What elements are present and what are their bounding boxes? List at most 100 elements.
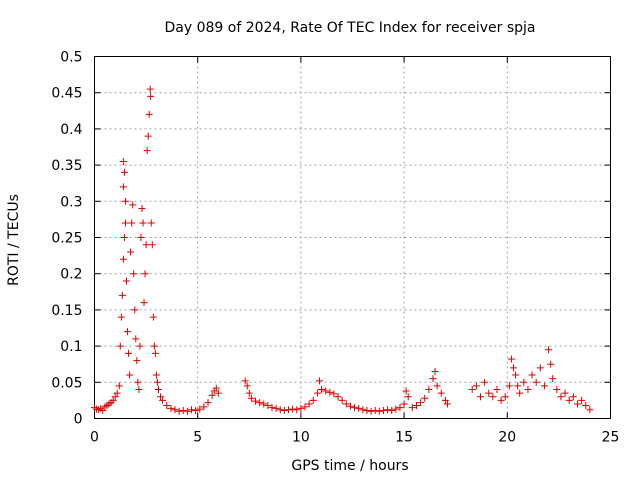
data-point	[509, 364, 517, 372]
data-point	[148, 241, 156, 249]
data-point	[147, 219, 155, 227]
data-point	[137, 234, 145, 241]
data-point	[309, 396, 317, 404]
data-point	[120, 168, 128, 176]
data-point	[245, 389, 253, 397]
data-point	[305, 400, 313, 408]
data-point	[149, 313, 157, 321]
data-point	[412, 401, 420, 409]
data-point	[338, 396, 346, 404]
y-tick-label: 0.15	[51, 303, 82, 319]
data-point	[141, 270, 149, 278]
data-point	[485, 389, 493, 397]
data-point	[171, 406, 179, 414]
data-point	[501, 393, 509, 401]
data-point	[472, 382, 480, 390]
data-point	[569, 393, 577, 401]
data-point	[322, 387, 330, 395]
data-point	[119, 255, 127, 263]
data-point	[188, 406, 196, 414]
data-point	[351, 404, 359, 412]
data-point	[313, 389, 321, 397]
data-point	[359, 406, 367, 414]
data-point	[371, 407, 379, 415]
data-point	[143, 147, 151, 155]
data-point	[443, 400, 451, 408]
y-tick-label: 0.2	[60, 267, 82, 283]
data-point	[578, 396, 586, 404]
data-point	[109, 396, 117, 404]
data-point	[355, 404, 363, 412]
y-tick-label: 0.25	[51, 231, 82, 247]
data-points	[91, 85, 594, 415]
data-point	[346, 402, 354, 410]
data-point	[129, 201, 137, 209]
data-point	[150, 342, 158, 350]
data-point	[119, 157, 127, 165]
data-point	[251, 397, 259, 405]
x-tick-label: 20	[498, 430, 516, 446]
data-point	[280, 407, 288, 415]
x-axis-label: GPS time / hours	[291, 458, 408, 474]
y-tick-label: 0.5	[60, 50, 82, 66]
data-point	[586, 406, 594, 414]
data-point	[117, 313, 125, 321]
data-point	[493, 386, 501, 394]
data-point	[99, 407, 107, 415]
data-point	[392, 405, 400, 413]
data-point	[293, 406, 301, 414]
data-point	[208, 391, 216, 399]
data-point	[214, 389, 222, 397]
data-point	[142, 241, 150, 249]
data-point	[241, 377, 249, 385]
data-point	[147, 92, 155, 100]
data-point	[128, 219, 136, 227]
y-tick-label: 0.35	[51, 158, 82, 174]
data-point	[375, 407, 383, 415]
x-axis: 0 5 10 15 20 25	[90, 56, 619, 446]
grid-lines	[94, 56, 611, 419]
data-point	[417, 399, 425, 407]
data-point	[153, 378, 161, 386]
data-point	[133, 357, 141, 365]
data-point	[268, 404, 276, 412]
data-point	[547, 360, 555, 368]
y-tick-label: 0.05	[51, 375, 82, 391]
data-point	[437, 389, 445, 397]
data-point	[512, 371, 520, 379]
data-point	[152, 371, 160, 379]
data-point	[481, 378, 489, 386]
data-point	[132, 335, 140, 343]
data-point	[157, 393, 165, 401]
data-point	[125, 349, 133, 357]
data-point	[334, 393, 342, 401]
y-tick-label: 0.45	[51, 86, 82, 102]
data-point	[256, 399, 264, 407]
data-point	[505, 382, 513, 390]
plot-frame	[94, 56, 611, 419]
data-point	[520, 378, 528, 386]
data-point	[532, 378, 540, 386]
data-point	[121, 219, 129, 227]
data-point	[429, 375, 437, 383]
data-point	[524, 386, 532, 394]
data-point	[330, 390, 338, 398]
data-point	[557, 393, 565, 401]
data-point	[179, 407, 187, 415]
y-tick-label: 0.3	[60, 194, 82, 210]
data-point	[545, 346, 553, 354]
data-point	[144, 132, 152, 140]
data-point	[582, 401, 590, 409]
data-point	[243, 382, 251, 390]
data-point	[276, 406, 284, 414]
x-tick-label: 15	[395, 430, 413, 446]
data-point	[163, 401, 171, 409]
data-point	[126, 371, 134, 379]
data-point	[318, 386, 326, 394]
data-point	[297, 404, 305, 412]
data-point	[145, 110, 153, 118]
data-point	[151, 349, 159, 357]
data-point	[285, 406, 293, 414]
data-point	[342, 400, 350, 408]
data-point	[489, 393, 497, 401]
